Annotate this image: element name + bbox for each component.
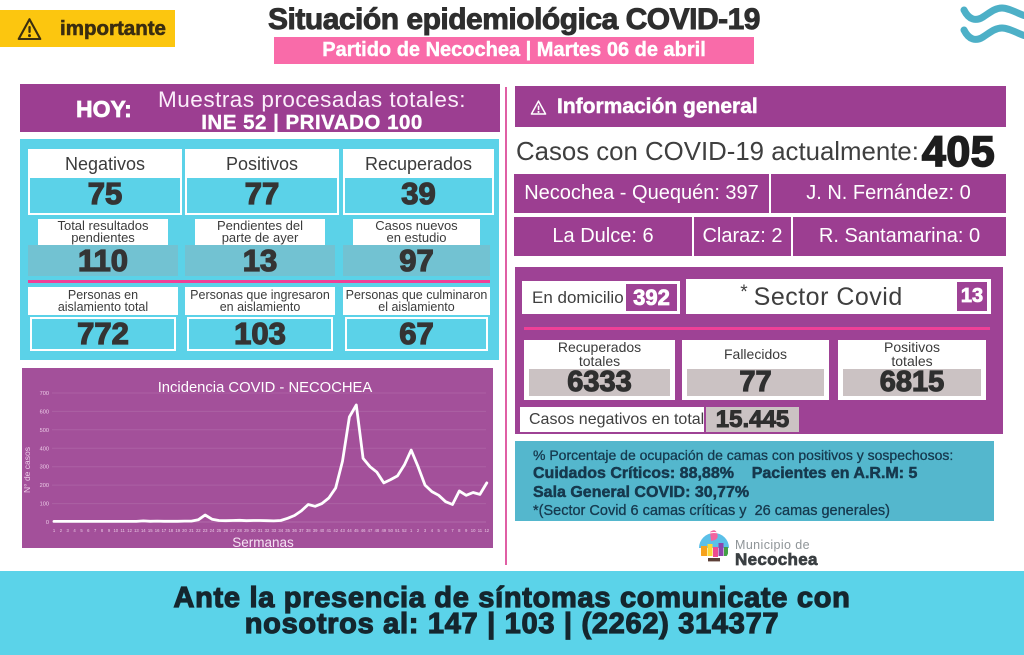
svg-text:400: 400 [40,446,49,452]
svg-text:13: 13 [134,528,139,533]
svg-text:37: 37 [299,528,304,533]
svg-text:5: 5 [80,528,83,533]
svg-text:20: 20 [182,528,187,533]
svg-text:36: 36 [292,528,297,533]
svg-text:11: 11 [121,528,126,533]
svg-text:2: 2 [60,528,63,533]
svg-text:15: 15 [148,528,153,533]
svg-text:33: 33 [271,528,276,533]
svg-text:7: 7 [451,528,454,533]
svg-text:700: 700 [40,391,49,397]
svg-text:30: 30 [251,528,256,533]
svg-text:7: 7 [94,528,97,533]
svg-text:49: 49 [381,528,386,533]
svg-text:Incidencia COVID - NECOCHEA: Incidencia COVID - NECOCHEA [158,380,373,396]
svg-text:39: 39 [313,528,318,533]
svg-text:9: 9 [465,528,468,533]
svg-text:34: 34 [278,528,283,533]
svg-text:17: 17 [162,528,167,533]
svg-text:2: 2 [417,528,420,533]
svg-text:29: 29 [244,528,249,533]
svg-text:35: 35 [285,528,290,533]
svg-text:23: 23 [203,528,208,533]
svg-text:300: 300 [40,465,49,471]
svg-text:11: 11 [478,528,483,533]
svg-text:44: 44 [347,528,352,533]
svg-text:18: 18 [168,528,173,533]
svg-text:22: 22 [196,528,201,533]
svg-text:4: 4 [431,528,434,533]
svg-text:12: 12 [127,528,132,533]
svg-text:24: 24 [210,528,215,533]
svg-text:3: 3 [67,528,70,533]
svg-text:8: 8 [458,528,461,533]
svg-text:3: 3 [424,528,427,533]
svg-text:12: 12 [484,528,489,533]
svg-text:19: 19 [175,528,180,533]
svg-text:43: 43 [340,528,345,533]
svg-text:46: 46 [361,528,366,533]
svg-text:4: 4 [73,528,76,533]
svg-text:47: 47 [368,528,373,533]
svg-text:42: 42 [333,528,338,533]
svg-text:26: 26 [223,528,228,533]
svg-text:45: 45 [354,528,359,533]
svg-text:51: 51 [395,528,400,533]
svg-text:31: 31 [258,528,263,533]
svg-text:100: 100 [40,502,49,508]
svg-text:6: 6 [444,528,447,533]
svg-text:50: 50 [388,528,393,533]
svg-text:41: 41 [326,528,331,533]
svg-text:32: 32 [265,528,270,533]
svg-text:1: 1 [53,528,56,533]
svg-text:600: 600 [40,409,49,415]
svg-text:5: 5 [438,528,441,533]
svg-text:27: 27 [230,528,235,533]
svg-text:Sermanas: Sermanas [232,535,294,548]
svg-text:28: 28 [237,528,242,533]
svg-text:38: 38 [306,528,311,533]
svg-text:0: 0 [46,520,49,526]
svg-text:40: 40 [320,528,325,533]
svg-text:48: 48 [375,528,380,533]
svg-text:9: 9 [108,528,111,533]
svg-text:1: 1 [410,528,413,533]
svg-text:N° de casos: N° de casos [22,447,32,493]
svg-text:8: 8 [101,528,104,533]
svg-text:10: 10 [113,528,118,533]
svg-text:52: 52 [402,528,407,533]
svg-text:500: 500 [40,428,49,434]
svg-text:25: 25 [217,528,222,533]
svg-text:6: 6 [87,528,90,533]
svg-text:16: 16 [155,528,160,533]
svg-text:200: 200 [40,483,49,489]
svg-text:21: 21 [189,528,194,533]
svg-text:14: 14 [141,528,146,533]
svg-text:10: 10 [471,528,476,533]
